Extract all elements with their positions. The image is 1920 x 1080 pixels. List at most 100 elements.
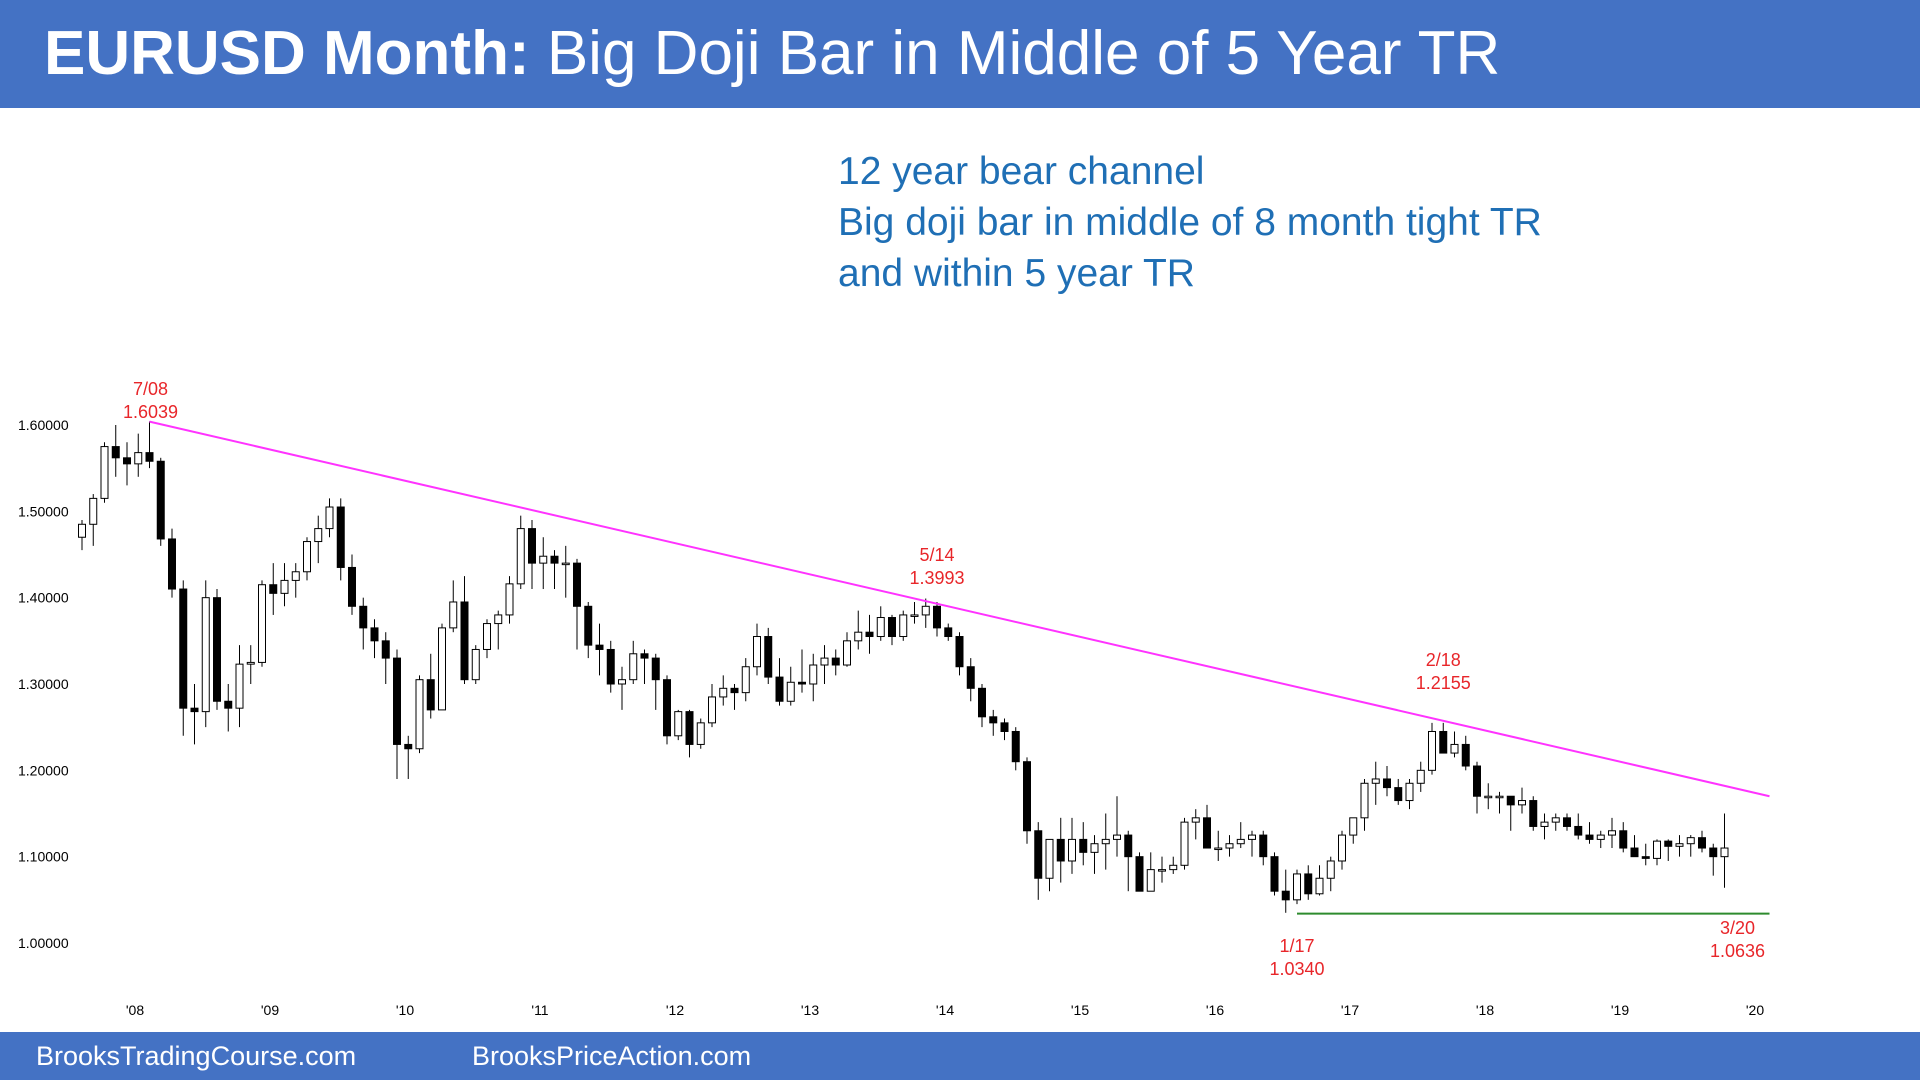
- bull-candle: [201, 597, 210, 713]
- bull-candle: [618, 679, 626, 685]
- bull-candle: [921, 605, 930, 616]
- bear-candle: [179, 588, 188, 709]
- bear-candle: [888, 617, 896, 638]
- bull-candle: [629, 653, 638, 681]
- bull-candle: [1315, 877, 1324, 895]
- bear-candle: [336, 506, 345, 568]
- title-description: Big Doji Bar in Middle of 5 Year TR: [546, 19, 1501, 88]
- annotation-price: 1.3993: [909, 568, 964, 588]
- page-title: EURUSD Month: Big Doji Bar in Middle of …: [44, 18, 1500, 90]
- bull-candle: [1371, 778, 1380, 784]
- bull-candle: [1248, 834, 1256, 840]
- footer-bar: BrooksTradingCourse.com BrooksPriceActio…: [0, 1032, 1920, 1080]
- x-tick-label: '12: [666, 1002, 684, 1018]
- bear-candle: [1585, 834, 1594, 840]
- annotation-date: 1/17: [1279, 936, 1314, 956]
- bear-candle: [111, 446, 120, 459]
- bear-candle: [393, 657, 401, 745]
- bear-candle: [269, 584, 278, 594]
- bear-candle: [348, 566, 356, 607]
- bull-candle: [1416, 769, 1425, 784]
- bull-candle: [539, 555, 548, 564]
- bull-candle: [708, 696, 716, 724]
- bear-candle: [190, 707, 199, 713]
- bull-candle: [1405, 782, 1414, 802]
- bear-candle: [1641, 856, 1650, 859]
- x-tick-label: '13: [801, 1002, 819, 1018]
- bear-candle: [651, 657, 660, 681]
- bull-candle: [1338, 834, 1346, 862]
- bull-candle: [854, 631, 863, 642]
- bull-candle: [483, 623, 491, 650]
- bull-candle: [280, 579, 289, 594]
- footer-link-price-action[interactable]: BrooksPriceAction.com: [472, 1041, 752, 1071]
- bear-candle: [1506, 795, 1515, 806]
- bear-candle: [1304, 873, 1313, 895]
- bear-candle: [528, 528, 536, 564]
- bull-candle: [1450, 743, 1459, 754]
- bull-candle: [1068, 838, 1076, 862]
- bull-candle: [325, 506, 334, 530]
- bull-candle: [1158, 869, 1166, 872]
- bull-candle: [899, 614, 908, 638]
- bull-candle: [843, 640, 851, 666]
- y-tick-label: 1.00000: [18, 935, 69, 951]
- bull-candle: [1326, 860, 1335, 879]
- bull-candle: [1608, 830, 1616, 836]
- bear-candle: [1000, 722, 1009, 732]
- y-tick-label: 1.20000: [18, 762, 69, 778]
- bull-candle: [89, 497, 98, 525]
- x-tick-label: '18: [1476, 1002, 1494, 1018]
- x-tick-label: '14: [936, 1002, 954, 1018]
- bear-candle: [955, 636, 964, 668]
- bull-candle: [809, 664, 818, 685]
- bull-candle: [1686, 837, 1695, 845]
- bull-candle: [471, 648, 480, 681]
- bull-candle: [258, 584, 266, 663]
- bull-candle: [1293, 873, 1301, 901]
- bull-candle: [78, 523, 86, 538]
- x-tick-label: '20: [1746, 1002, 1764, 1018]
- bear-candle: [1563, 817, 1571, 827]
- bear-candle: [831, 657, 840, 666]
- bull-candle: [1146, 869, 1155, 892]
- y-tick-label: 1.30000: [18, 676, 69, 692]
- bear-candle: [989, 716, 998, 724]
- bear-candle: [1574, 825, 1583, 836]
- bull-candle: [134, 452, 143, 465]
- candlestick-chart: 1.60000 1.50000 1.40000 1.30000 1.20000 1.100…: [18, 379, 1770, 1018]
- bear-candle: [156, 460, 165, 540]
- bull-candle: [314, 528, 323, 543]
- chart-notes: 12 year bear channel Big doji bar in mid…: [838, 146, 1542, 299]
- bull-candle: [1214, 847, 1223, 851]
- bear-candle: [1124, 834, 1133, 858]
- footer-link-trading-course[interactable]: BrooksTradingCourse.com: [36, 1041, 357, 1071]
- bull-candle: [235, 663, 244, 709]
- bear-candle: [1709, 847, 1718, 858]
- y-tick-label: 1.60000: [18, 417, 69, 433]
- bull-candle: [438, 627, 446, 711]
- bull-candle: [100, 446, 109, 499]
- bear-candle: [1135, 856, 1144, 892]
- bear-candle: [978, 687, 986, 718]
- note-line-2: Big doji bar in middle of 8 month tight …: [838, 201, 1542, 244]
- bear-candle: [426, 679, 435, 711]
- bear-candle: [550, 555, 559, 564]
- bear-candle: [359, 605, 368, 629]
- annotation-price: 1.0340: [1269, 959, 1324, 979]
- bull-candle: [1225, 843, 1234, 849]
- y-tick-label: 1.40000: [18, 590, 69, 606]
- bull-candle: [696, 722, 705, 745]
- x-tick-label: '10: [396, 1002, 414, 1018]
- bull-candle: [246, 661, 255, 665]
- bear-candle: [933, 605, 941, 629]
- annotation-price: 1.0636: [1710, 941, 1765, 961]
- bull-candle: [1090, 843, 1099, 853]
- bear-candle: [966, 666, 975, 689]
- bull-candle: [1484, 795, 1493, 799]
- bear-candle: [798, 681, 806, 685]
- bear-candle: [1011, 730, 1020, 763]
- x-tick-label: '15: [1071, 1002, 1089, 1018]
- bear-candle: [1056, 838, 1065, 862]
- bull-candle: [494, 614, 503, 625]
